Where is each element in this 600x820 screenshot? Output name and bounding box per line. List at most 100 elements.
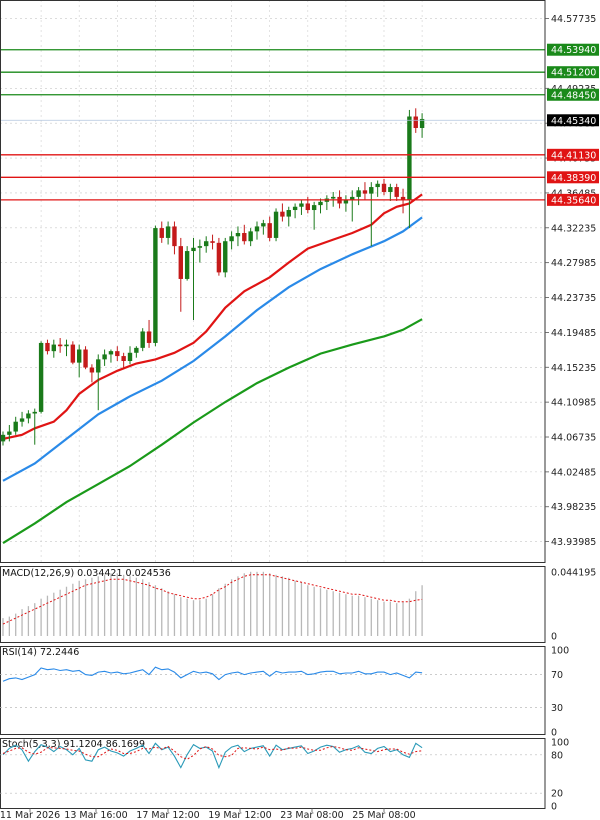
price-tick-label: 44.27985 [551,258,596,269]
candle-body [102,354,107,360]
level-tag-label: 44.35640 [551,195,596,206]
candle-body [153,228,158,343]
candle-body [96,359,101,373]
candle-body [140,331,145,348]
macd-label: MACD(12,26,9) 0.034421 0.024536 [2,568,171,579]
horizontal-levels[interactable] [0,49,545,201]
price-panel[interactable] [0,0,545,562]
candle-body [280,211,285,217]
price-tick-label: 44.23735 [551,293,596,304]
candle-body [242,233,247,242]
panel-frame [0,646,546,735]
price-tick-label: 44.06735 [551,433,596,444]
price-tick-label: 44.32235 [551,223,596,234]
candle-body [356,190,361,197]
level-tag-label: 44.41130 [551,150,596,161]
time-axis: 11 Mar 2026 13 Mar 16:00 17 Mar 12:00 19 Ma… [0,808,416,820]
rsi-panel[interactable]: RSI(14) 72.2446 100 70 30 0 [0,646,569,739]
price-tick-label: 44.19485 [551,328,596,339]
candle-body [375,183,380,188]
candle-body [407,116,412,201]
macd-signal-line [2,574,423,625]
current-price-label: 44.45340 [551,116,596,127]
candle-body [172,226,177,247]
candle-body [413,116,418,128]
candle-body [229,236,234,242]
time-tick-label: 25 Mar 08:00 [352,810,415,820]
level-tag-label: 44.51200 [551,68,596,79]
candle-body [121,356,126,361]
stoch-tick-label: 100 [551,738,569,749]
candle-body [286,210,291,217]
candle-body [51,344,56,352]
macd-panel[interactable]: MACD(12,26,9) 0.034421 0.024536 0.044195… [2,568,596,643]
candle-body [134,347,139,353]
level-tag-support [547,171,599,184]
level-tag-resistance [547,88,599,101]
candle-body [350,196,355,201]
candle-body [38,342,44,412]
price-tick-label: 43.93985 [551,537,596,548]
candle-body [419,118,425,128]
candle-body [343,200,349,204]
candle-body [115,351,120,357]
candle-body [299,203,304,207]
candle-body [197,246,203,248]
candle-body [127,352,133,361]
candle-body [178,246,183,279]
candle-body [318,201,323,206]
candle-body [210,241,215,243]
level-tag-resistance [547,43,599,56]
candle-body [108,351,114,355]
candle-body [89,367,95,373]
candlestick-series [0,108,425,446]
candle-body [267,223,272,238]
candle-body [223,241,228,273]
time-tick-label: 13 Mar 16:00 [64,810,127,820]
candle-body [191,247,196,252]
candle-body [400,196,406,201]
candle-body [254,226,260,232]
panel-frame [0,0,546,563]
candle-body [77,349,82,363]
candle-body [0,434,6,442]
level-tag-resistance [547,66,599,79]
candle-body [165,226,171,238]
candle-body [362,190,368,194]
level-tag-label: 44.53940 [551,45,596,56]
candle-body [331,196,336,199]
candle-body [64,344,69,347]
rsi-tick-label: 100 [551,646,569,657]
time-tick-label: 19 Mar 12:00 [208,810,271,820]
candle-body [32,411,37,414]
rsi-tick-label: 0 [551,728,557,739]
candle-body [381,183,387,192]
time-tick-label: 23 Mar 08:00 [280,810,343,820]
candle-body [369,187,374,194]
time-tick-label: 17 Mar 12:00 [136,810,199,820]
current-price-tag [547,114,599,127]
stoch-tick-label: 20 [551,789,563,800]
level-tag-label: 44.48450 [551,90,596,101]
price-tick-label: 44.10985 [551,398,596,409]
ma-slow-line [2,318,423,545]
stoch-tick-label: 80 [551,750,563,761]
candle-body [70,344,76,363]
candle-body [26,413,31,419]
price-grid [0,0,545,562]
candle-body [184,251,190,279]
rsi-tick-label: 30 [551,703,563,714]
rsi-line [2,666,423,682]
panel-frame [0,738,546,809]
level-price-tags: 44.53940 44.51200 44.48450 44.41130 44.38390… [547,43,599,206]
candle-body [388,187,393,192]
panel-frames [0,0,546,809]
candle-body [273,211,279,238]
candle-body [292,206,298,211]
candle-body [45,342,50,352]
time-tick-label: 11 Mar 2026 [0,810,60,820]
candle-body [13,421,18,432]
